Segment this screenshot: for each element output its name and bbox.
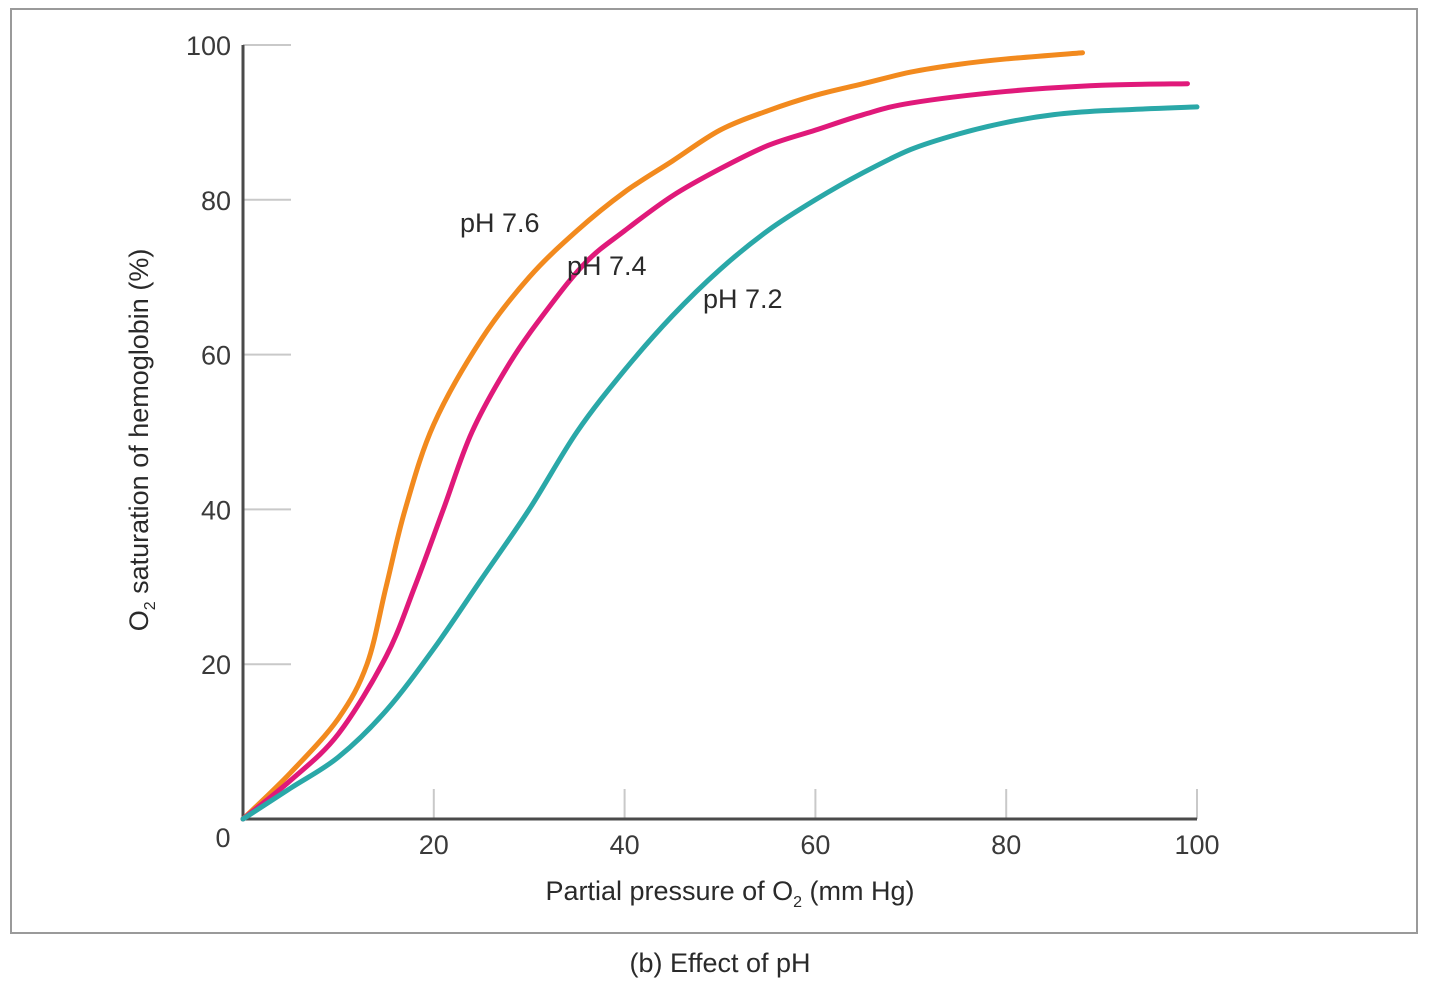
y-tick-label: 80 bbox=[201, 186, 231, 216]
y-tick-label: 60 bbox=[201, 341, 231, 371]
x-title-main: Partial pressure of O bbox=[546, 876, 794, 906]
y-tick-label: 40 bbox=[201, 495, 231, 525]
y-gridline-stubs bbox=[243, 44, 291, 666]
origin-tick-label: 0 bbox=[215, 823, 230, 853]
x-tick-label: 80 bbox=[991, 830, 1021, 860]
y-title-tail: saturation of hemoglobin (%) bbox=[124, 249, 154, 602]
chart-frame bbox=[10, 8, 1418, 934]
x-tick-label: 40 bbox=[610, 830, 640, 860]
y-axis-title: O2 saturation of hemoglobin (%) bbox=[124, 249, 159, 632]
tick-labels: 20 40 60 80 100 20 40 60 80 100 bbox=[186, 31, 1220, 860]
y-tick-label: 20 bbox=[201, 650, 231, 680]
x-tick-label: 100 bbox=[1174, 830, 1219, 860]
y-title-subscript: 2 bbox=[142, 601, 159, 610]
axes bbox=[241, 45, 1197, 821]
series-lines bbox=[240, 50, 1200, 822]
series-label-ph-7-2: pH 7.2 bbox=[703, 284, 783, 314]
y-tick-label: 100 bbox=[186, 31, 231, 61]
y-title-main: O bbox=[124, 610, 154, 631]
series-line-ph-7-4 bbox=[240, 81, 1190, 822]
x-tick-marks bbox=[432, 789, 1198, 819]
figure-caption: (b) Effect of pH bbox=[629, 948, 811, 978]
series-label-ph-7-6: pH 7.6 bbox=[460, 208, 540, 238]
x-tick-label: 60 bbox=[800, 830, 830, 860]
x-title-subscript: 2 bbox=[793, 894, 802, 911]
series-line-ph-7-2 bbox=[240, 104, 1200, 822]
series-label-ph-7-4: pH 7.4 bbox=[567, 251, 647, 281]
series-line-ph-7-6 bbox=[240, 50, 1086, 822]
x-title-tail: (mm Hg) bbox=[802, 876, 914, 906]
x-axis-title: Partial pressure of O2 (mm Hg) bbox=[546, 876, 915, 911]
x-tick-label: 20 bbox=[419, 830, 449, 860]
